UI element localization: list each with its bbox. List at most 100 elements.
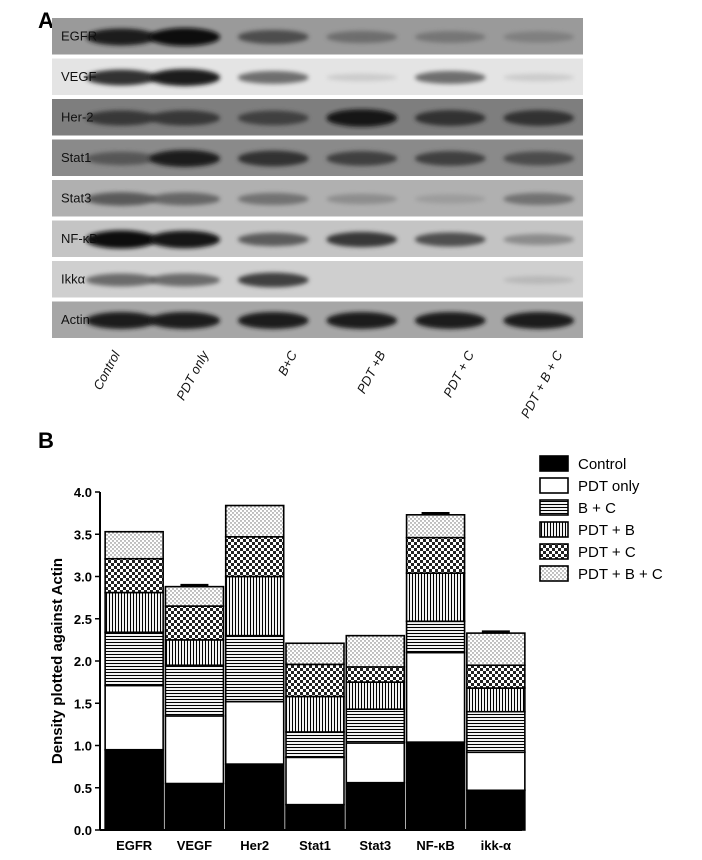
blot-band (326, 231, 398, 248)
blot-band (149, 192, 221, 206)
legend-swatch (539, 477, 569, 494)
bar-segment (285, 756, 345, 806)
blot-row-label: EGFR (61, 29, 97, 44)
legend-swatch (539, 499, 569, 516)
bar-segment (164, 664, 225, 717)
bar-segment (224, 535, 285, 578)
x-tick-label: ikk-α (481, 838, 511, 853)
blot-band (149, 69, 221, 86)
bar-segment (285, 663, 345, 698)
y-tick-label: 2.5 (74, 612, 92, 627)
blot-row-label: VEGF (61, 69, 96, 84)
bar-segment (345, 781, 406, 831)
bar-segment (466, 664, 526, 689)
blot-band (85, 28, 157, 46)
blot-band (237, 272, 309, 288)
bar-segment (104, 631, 164, 687)
bar-segment (466, 751, 526, 792)
blot-row: EGFR (52, 18, 583, 55)
legend-label: PDT + B + C (578, 566, 663, 583)
blot-band (149, 312, 221, 329)
legend-label: PDT + C (578, 544, 636, 561)
blot-band (503, 312, 575, 329)
x-tick-label: Stat3 (359, 838, 391, 853)
blot-band (503, 73, 575, 82)
blot-band (237, 110, 309, 126)
bar-segment (345, 681, 406, 710)
blot-band (149, 110, 221, 126)
bar-segment (466, 710, 526, 754)
blot-row: Stat1 (52, 139, 583, 176)
blot-band (326, 151, 398, 166)
bar-segment (104, 557, 164, 594)
blot-band (414, 71, 486, 84)
bar-stack (104, 530, 164, 831)
legend-label: PDT + B (578, 522, 635, 539)
blot-band (85, 273, 157, 287)
lane-label: PDT + B + C (518, 348, 566, 421)
legend-label: PDT only (578, 478, 640, 495)
bar-segment (466, 632, 526, 667)
blot-band (85, 151, 157, 166)
x-tick-label: Stat1 (299, 838, 331, 853)
legend-swatch (539, 521, 569, 538)
x-tick-label: NF-κB (416, 838, 454, 853)
bar-segment (345, 708, 406, 744)
legend-swatch (539, 455, 569, 472)
blot-band (414, 151, 486, 166)
stacked-bar-chart: 0.0 0.5 1.0 1.5 2.0 2.5 3.0 3.5 4.0 Density plott… (49, 455, 663, 853)
blot-band (237, 150, 309, 167)
bar-segment (104, 748, 164, 831)
bar-stack (405, 512, 466, 831)
bar-segment (224, 575, 285, 637)
blot-band (503, 233, 575, 246)
y-tick-label: 4.0 (74, 485, 92, 500)
blot-band (237, 232, 309, 247)
western-blot-panel: EGFR VEGF Her-2 Stat1 Stat3 NF-κB Ikkα Actin Con… (52, 18, 583, 421)
legend-label: Control (578, 456, 626, 473)
y-tick-label: 1.5 (74, 696, 92, 711)
blot-band (85, 192, 157, 206)
legend-label: B + C (578, 500, 616, 517)
lane-label: PDT + C (440, 348, 477, 400)
blot-row: Stat3 (52, 180, 583, 217)
bar-segment (345, 666, 406, 683)
bar-segment (104, 530, 164, 560)
bar-stack (285, 642, 345, 831)
bar-segment (164, 715, 225, 785)
blot-band (414, 194, 486, 204)
bar-segment (405, 620, 466, 654)
blot-row-label: Actin (61, 312, 90, 327)
lane-label: PDT +B (354, 348, 389, 396)
y-tick-label: 3.0 (74, 570, 92, 585)
blot-band (414, 31, 486, 43)
bar-stack (345, 634, 406, 831)
bar-segment (224, 504, 285, 538)
bar-segment (405, 536, 466, 574)
bar-segment (164, 782, 225, 831)
y-tick-label: 0.5 (74, 781, 92, 796)
blot-band (414, 312, 486, 329)
bar-stack (164, 583, 225, 831)
bar-segment (104, 684, 164, 751)
blot-band (149, 27, 221, 47)
bar-segment (224, 700, 285, 765)
bar-segment (285, 642, 345, 666)
bar-segment (405, 651, 466, 743)
x-tick-label: VEGF (177, 838, 212, 853)
y-tick-label: 1.0 (74, 739, 92, 754)
bar-segment (405, 741, 466, 831)
y-tick-label: 2.0 (74, 654, 92, 669)
bar-segment (164, 639, 225, 667)
bar-segment (285, 731, 345, 759)
x-tick-label: EGFR (116, 838, 153, 853)
blot-band (503, 151, 575, 166)
blot-band (237, 312, 309, 329)
bar-segment (104, 591, 164, 634)
blot-band (326, 30, 398, 44)
blot-row-label: Stat1 (61, 150, 91, 165)
bar-segment (405, 572, 466, 623)
blot-row: Actin (52, 301, 583, 338)
blot-band (237, 192, 309, 206)
bar-segment (345, 634, 406, 668)
